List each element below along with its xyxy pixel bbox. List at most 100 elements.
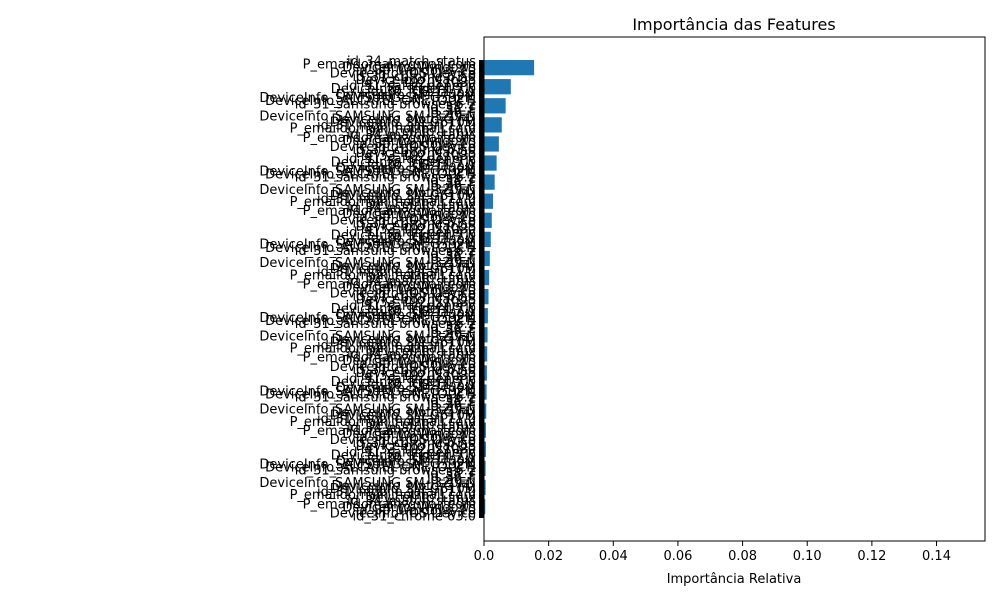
y-tick-label: DeviceInfo_Trident/7.0: [331, 375, 476, 390]
y-tick-label: P_emaildomain_hotmail.com: [290, 415, 476, 430]
y-tick-label: id_30_Windows 10: [356, 137, 476, 152]
y-tick-label: DeviceInfo_Linux: [365, 198, 476, 213]
x-axis-label: Importância Relativa: [667, 572, 802, 587]
y-tick-label: id_30_Windows 10: [356, 503, 476, 518]
bar-3: [484, 117, 502, 133]
y-tick-label: id_30_iOS 11.2.1: [367, 232, 476, 247]
y-tick-label: id_31_safari generic: [346, 226, 476, 241]
y-tick-label: DeviceInfo_ALCATEL ONETOUCH: [265, 387, 476, 402]
y-tick-label: id_35_F: [427, 397, 476, 412]
y-tick-label: id_31_samsung browser 6.2: [295, 244, 476, 259]
bar-2: [484, 98, 506, 114]
y-tick-label: P_emaildomain_hotmail.com: [290, 122, 476, 137]
y-tick-label: DeviceInfo_SAMSUNG SM-J320FN: [259, 403, 476, 418]
bar-23: [484, 498, 486, 515]
y-tick-label: id_38_T: [427, 174, 476, 189]
bar-17: [484, 384, 487, 400]
y-tick-label: id_31_mobile safari 11.0: [317, 412, 476, 427]
y-tick-label: P_emaildomain_gmail.com: [303, 277, 476, 292]
y-tick-label: id_33_1920x1080: [361, 296, 476, 311]
y-tick-label: DeviceInfo_SM-G610M: [330, 335, 476, 350]
bar-10: [484, 250, 490, 267]
y-tick-label: DeviceInfo_Linux: [365, 345, 476, 360]
y-tick-label: DeviceInfo_SAMSUNG SM-G532M: [259, 164, 476, 179]
y-tick-label: DeviceInfo_SM-J700M: [336, 381, 476, 396]
y-tick-label: DeviceInfo_Windows: [342, 61, 476, 76]
y-tick-marks: [479, 60, 484, 518]
y-tick-label: P_emaildomain_gmail.com: [303, 424, 476, 439]
y-tick-label: id_34_match_status: [347, 274, 476, 289]
y-tick-label: DeviceInfo_ALCATEL ONETOUCH: [265, 94, 476, 109]
y-tick-label: id_34_match_status: [347, 494, 476, 509]
y-tick-label: DeviceInfo_Linux: [365, 125, 476, 140]
y-tick-label: DeviceInfo_iOS Device: [330, 433, 476, 448]
bar-8: [484, 212, 492, 228]
y-tick-label: id_31_samsung browser 6.2: [295, 97, 476, 112]
y-tick-label: DeviceInfo_Linux: [365, 491, 476, 506]
y-tick-label: id_33_1920x1080: [361, 222, 476, 237]
y-tick-label: DeviceInfo_MacOS: [356, 439, 476, 454]
y-tick-label: id_33_1920x1080: [361, 369, 476, 384]
bar-22: [484, 479, 486, 496]
bar-0: [484, 60, 535, 76]
y-tick-label: id_33_1920x1080: [361, 76, 476, 91]
y-tick-label: DeviceInfo_Windows: [342, 207, 476, 222]
y-tick-label: id_35_F: [427, 250, 476, 265]
y-tick-label: id_35_F: [427, 470, 476, 485]
y-tick-label: id_31_safari generic: [346, 299, 476, 314]
y-tick-label: id_34_match_status: [347, 201, 476, 216]
y-tick-label: id_33_1920x1080: [361, 149, 476, 164]
y-tick-label: DeviceInfo_iOS Device: [330, 140, 476, 155]
bar-21: [484, 460, 486, 477]
bar-7: [484, 193, 494, 209]
y-tick-label: id_36_F: [427, 400, 476, 415]
y-tick-label: id_34_match_status: [347, 128, 476, 143]
y-tick-label: DeviceInfo_SAMSUNG SM-G532M: [259, 238, 476, 253]
y-tick-label: id_30_Windows 10: [356, 357, 476, 372]
bar-9: [484, 231, 491, 248]
y-tick-label: DeviceInfo_Linux: [365, 418, 476, 433]
y-tick-label: DeviceInfo_SAMSUNG SM-J320FN: [259, 183, 476, 198]
chart-title: Importância das Features: [632, 15, 835, 34]
plot-frame: [483, 36, 986, 542]
y-tick-label: DeviceInfo_SM-G610M: [330, 482, 476, 497]
y-tick-label: DeviceInfo_Trident/7.0: [331, 448, 476, 463]
y-tick-label: DeviceInfo_MacOS: [356, 219, 476, 234]
bar-16: [484, 365, 487, 381]
y-tick-label: id_36_F: [427, 253, 476, 268]
y-tick-label: DeviceInfo_iOS Device: [330, 67, 476, 82]
y-tick-label: DeviceInfo_ALCATEL ONETOUCH: [265, 314, 476, 329]
y-tick-label: DeviceInfo_Windows: [342, 134, 476, 149]
y-tick-label: P_emaildomain_hotmail.com: [290, 268, 476, 283]
bar-13: [484, 308, 488, 324]
bar-6: [484, 174, 495, 190]
y-tick-label: DeviceInfo_iOS Device: [330, 360, 476, 375]
x-tick-label: 0.08: [728, 549, 757, 564]
y-tick-label: P_emaildomain_hotmail.com: [290, 342, 476, 357]
y-tick-label: DeviceInfo_Windows: [342, 354, 476, 369]
y-tick-label: P_emaildomain_gmail.com: [303, 204, 476, 219]
y-tick-label: DeviceInfo_Trident/7.0: [331, 82, 476, 97]
y-tick-label: id_33_1920x1080: [361, 442, 476, 457]
y-tick-label: id_31_samsung browser 6.2: [295, 464, 476, 479]
bar-18: [484, 403, 487, 419]
y-tick-label: id_35_F: [427, 103, 476, 118]
y-tick-label: P_emaildomain_gmail.com: [303, 497, 476, 512]
y-tick-label: P_emaildomain_hotmail.com: [290, 488, 476, 503]
y-tick-label: id_30_Windows 10: [356, 64, 476, 79]
y-tick-label: id_36_F: [427, 180, 476, 195]
y-tick-label: id_31_chrome 63.0: [352, 509, 476, 524]
y-tick-label: DeviceInfo_Moto G (4): [331, 186, 476, 201]
y-tick-label: id_31_chrome 63.0: [352, 363, 476, 378]
y-tick-label: id_31_mobile safari 11.0: [317, 119, 476, 134]
y-tick-label: DeviceInfo_MacOS: [356, 293, 476, 308]
x-tick-label: 0.10: [793, 549, 822, 564]
y-tick-label: id_30_iOS 11.2.1: [367, 451, 476, 466]
y-tick-label: id_31_chrome 63.0: [352, 70, 476, 85]
y-tick-label: DeviceInfo_SAMSUNG SM-J320FN: [259, 329, 476, 344]
y-tick-label: P_emaildomain_gmail.com: [303, 58, 476, 73]
y-tick-label: id_38_T: [427, 247, 476, 262]
y-tick-label: DeviceInfo_Moto G (4): [331, 332, 476, 347]
y-tick-label: id_31_samsung browser 6.2: [295, 317, 476, 332]
y-tick-label: DeviceInfo_SAMSUNG SM-G532M: [259, 384, 476, 399]
